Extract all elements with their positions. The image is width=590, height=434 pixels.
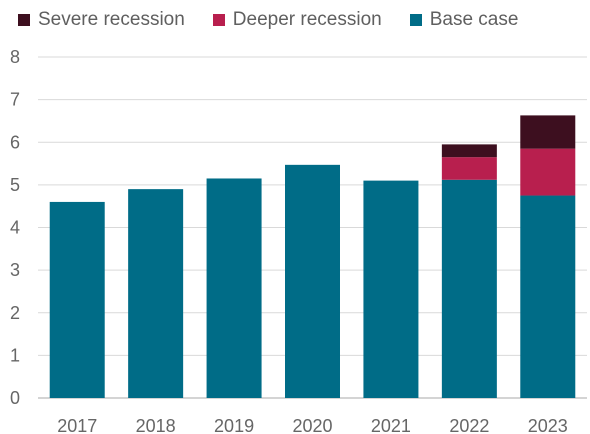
bar-segment-base-case-2018 (128, 189, 184, 398)
x-tick-label: 2022 (449, 416, 489, 434)
legend-label-deeper-recession: Deeper recession (232, 9, 382, 30)
bar-segment-base-case-2023 (520, 195, 576, 398)
x-tick-label: 2023 (528, 416, 568, 434)
y-tick-label: 5 (10, 175, 20, 195)
bar-segment-base-case-2017 (49, 201, 105, 398)
x-tick-label: 2019 (214, 416, 254, 434)
chart-legend: Severe recession Deeper recession Base c… (18, 6, 518, 34)
y-tick-label: 0 (10, 388, 20, 408)
x-tick-label: 2020 (292, 416, 332, 434)
legend-item-severe-recession: Severe recession (18, 9, 185, 31)
bar-segment-base-case-2020 (285, 164, 340, 398)
bar-segment-base-case-2022 (441, 179, 497, 398)
legend-label-base-case: Base case (429, 9, 519, 30)
bar-segment-severe-recession-2022 (441, 144, 497, 158)
y-tick-label: 6 (10, 132, 20, 152)
legend-label-severe-recession: Severe recession (38, 9, 185, 30)
y-tick-label: 7 (10, 90, 20, 110)
bar-segment-base-case-2021 (363, 180, 419, 398)
legend-swatch-base-case (409, 14, 422, 26)
legend-item-base-case: Base case (409, 9, 519, 31)
x-tick-label: 2021 (371, 416, 411, 434)
y-tick-label: 3 (10, 260, 20, 280)
bar-segment-severe-recession-2023 (520, 115, 576, 149)
legend-swatch-deeper-recession (212, 14, 225, 26)
y-tick-label: 2 (10, 303, 20, 323)
bar-segment-deeper-recession-2022 (441, 157, 497, 180)
x-tick-label: 2017 (57, 416, 97, 434)
legend-item-deeper-recession: Deeper recession (212, 9, 382, 31)
y-tick-label: 4 (10, 218, 20, 238)
legend-swatch-severe-recession (18, 14, 30, 26)
bar-segment-base-case-2019 (206, 178, 262, 398)
x-tick-label: 2018 (136, 416, 176, 434)
bar-segment-deeper-recession-2023 (520, 148, 576, 196)
y-tick-label: 1 (10, 345, 20, 365)
y-tick-label: 8 (10, 47, 20, 67)
